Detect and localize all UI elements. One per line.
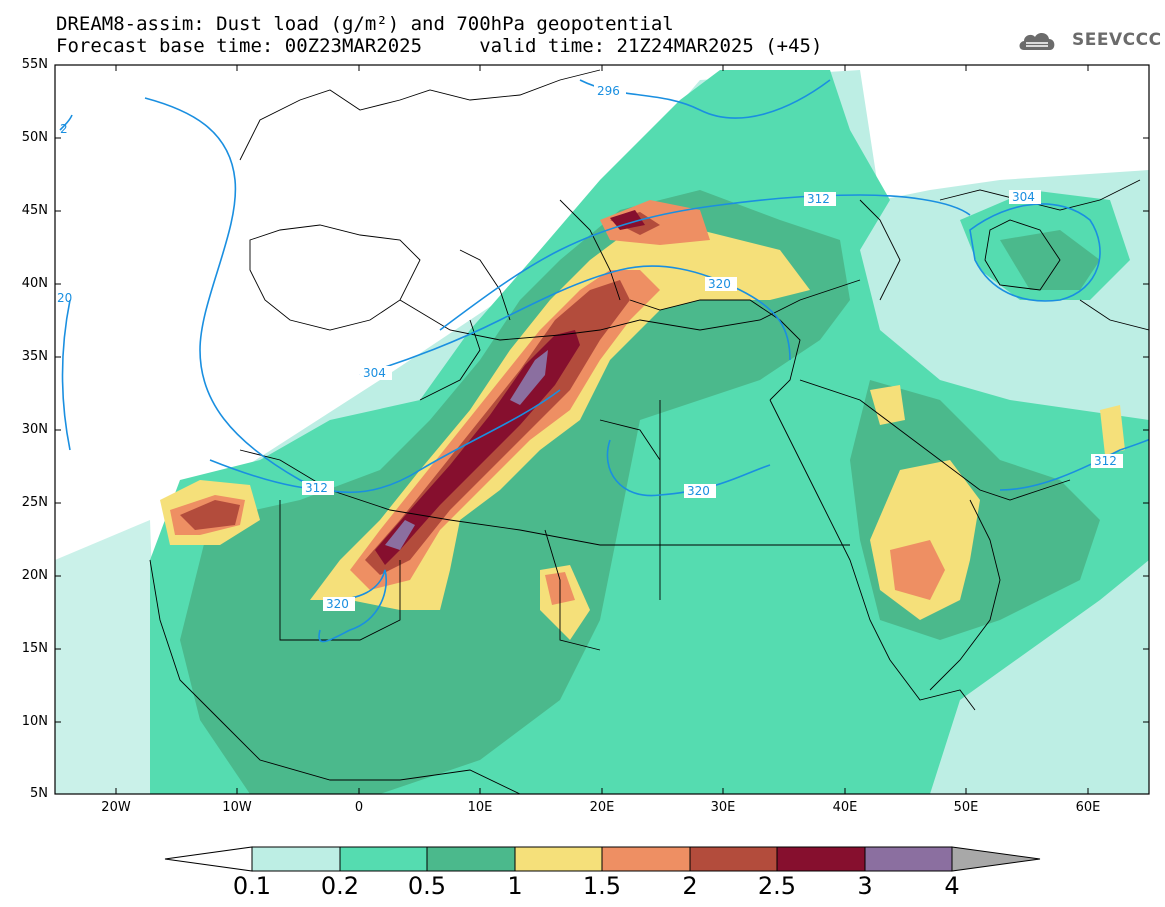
contour-label-320-east: 320 <box>687 484 710 498</box>
colorbar-tick-0.1: 0.1 <box>232 872 272 900</box>
colorbar-tick-2.5: 2.5 <box>757 872 797 900</box>
contour-label-20: 20 <box>57 291 72 305</box>
lon-label-50e: 50E <box>953 800 979 815</box>
lat-label-40n: 40N <box>21 276 48 291</box>
colorbar-swatch-0.2 <box>339 846 428 872</box>
colorbar-over-triangle <box>951 846 1041 872</box>
colorbar-under-triangle <box>164 846 253 872</box>
cloud-icon <box>1019 33 1055 50</box>
lat-label-55n: 55N <box>21 57 48 72</box>
lat-label-45n: 45N <box>21 203 48 218</box>
lon-label-30e: 30E <box>710 800 736 815</box>
contour-label-296: 296 <box>597 84 620 98</box>
lat-label-25n: 25N <box>21 495 48 510</box>
lat-label-50n: 50N <box>21 130 48 145</box>
axis-ticks <box>55 64 1149 794</box>
colorbar-tick-4: 4 <box>944 872 960 900</box>
contour-label-312-north: 312 <box>807 192 830 206</box>
map-subtitle: Forecast base time: 00Z23MAR2025 valid t… <box>56 35 823 57</box>
colorbar-tick-2: 2 <box>682 872 698 900</box>
logo-text: SEEVCCC <box>1072 30 1162 50</box>
colorbar-swatch-0.5 <box>426 846 516 872</box>
colorbar-tick-3: 3 <box>857 872 873 900</box>
contour-label-304-east: 304 <box>1012 190 1035 204</box>
map-title: DREAM8-assim: Dust load (g/m²) and 700hP… <box>56 13 674 35</box>
lat-label-30n: 30N <box>21 422 48 437</box>
lon-label-10e: 10E <box>467 800 493 815</box>
colorbar-swatch-1.5 <box>601 846 691 872</box>
coastlines <box>149 69 1149 794</box>
contour-label-312-east: 312 <box>1094 454 1117 468</box>
colorbar-tick-1: 1 <box>507 872 523 900</box>
lon-label-20e: 20E <box>589 800 615 815</box>
colorbar-tick-1.5: 1.5 <box>582 872 622 900</box>
contour-label-312-west: 312 <box>305 481 328 495</box>
contour-label-304-west: 304 <box>363 366 386 380</box>
contour-label-320-north: 320 <box>708 277 731 291</box>
colorbar-swatch-1 <box>514 846 603 872</box>
contour-label-320-south: 320 <box>326 597 349 611</box>
colorbar-swatch-2.5 <box>776 846 866 872</box>
colorbar-tick-0.5: 0.5 <box>407 872 447 900</box>
lat-label-5n: 5N <box>30 786 48 801</box>
lat-label-15n: 15N <box>21 641 48 656</box>
lon-label-40e: 40E <box>832 800 858 815</box>
colorbar-swatch-2 <box>689 846 778 872</box>
lat-label-35n: 35N <box>21 349 48 364</box>
lat-label-20n: 20N <box>21 568 48 583</box>
colorbar-swatch-3 <box>864 846 953 872</box>
lon-label-60e: 60E <box>1075 800 1101 815</box>
colorbar <box>164 846 1041 872</box>
lon-label-0: 0 <box>354 800 364 815</box>
colorbar-tick-0.2: 0.2 <box>320 872 360 900</box>
contour-labels: 296 312 304 320 304 312 320 320 312 20 2 <box>57 84 1123 611</box>
lon-label-20w: 20W <box>101 800 131 815</box>
colorbar-swatch-0.1 <box>251 846 341 872</box>
lat-label-10n: 10N <box>21 714 48 729</box>
lon-label-10w: 10W <box>222 800 252 815</box>
contour-label-2: 2 <box>60 122 68 136</box>
